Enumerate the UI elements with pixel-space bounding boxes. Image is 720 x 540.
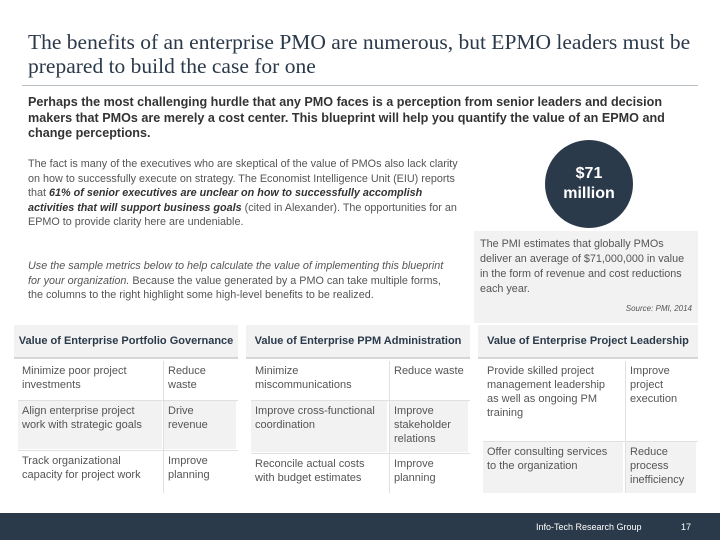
leadership-action-1: Provide skilled project management leade… — [487, 365, 606, 419]
executive-clarity-paragraph: The fact is many of the executives who a… — [28, 157, 458, 230]
administration-action-1: Minimize miscommunications — [255, 365, 352, 391]
governance-action-2: Align enterprise project work with strat… — [18, 401, 162, 449]
metrics-paragraph: Use the sample metrics below to help cal… — [28, 259, 458, 303]
footer-company: Info-Tech Research Group — [536, 522, 642, 532]
administration-action-2: Improve cross-functional coordination — [251, 401, 387, 452]
administration-action-3: Reconcile actual costs with budget estim… — [255, 458, 365, 484]
governance-benefit-2: Drive revenue — [164, 401, 236, 449]
administration-benefit-3: Improve planning — [394, 458, 436, 484]
row-divider — [18, 450, 238, 451]
governance-benefit-3: Improve planning — [168, 455, 210, 481]
row-divider — [18, 400, 238, 401]
leadership-benefit-2: Reduce process inefficiency — [626, 442, 696, 493]
administration-benefit-1: Reduce waste — [394, 365, 464, 377]
emphasized-statistic: 61% of senior executives are unclear on … — [28, 187, 423, 214]
row-divider — [251, 400, 470, 401]
pmi-stat-panel — [474, 231, 698, 323]
stat-unit: million — [563, 185, 615, 202]
column-divider — [389, 361, 390, 493]
column-header-portfolio-governance: Value of Enterprise Portfolio Governance — [14, 325, 238, 359]
paragraph-text-end: (cited in Alexander). The opportunities … — [28, 201, 457, 229]
column-divider — [163, 361, 164, 493]
governance-action-1: Minimize poor project investments — [22, 365, 127, 391]
administration-benefit-2: Improve stakeholder relations — [390, 401, 468, 452]
governance-benefit-1: Reduce waste — [168, 365, 206, 391]
page-number: 17 — [681, 522, 692, 532]
leadership-benefit-1: Improve project execution — [630, 365, 678, 405]
column-header-project-leadership: Value of Enterprise Project Leadership — [478, 325, 698, 359]
row-divider — [483, 441, 698, 442]
footer-bar — [0, 513, 720, 540]
value-stat-circle: $71 million — [545, 140, 633, 228]
paragraph-text-start: The fact is many of the executives who a… — [28, 158, 458, 199]
stat-amount: $71 — [575, 165, 603, 182]
lead-paragraph: Perhaps the most challenging hurdle that… — [28, 95, 665, 140]
slide-title: The benefits of an enterprise PMO are nu… — [28, 30, 691, 78]
title-divider — [22, 85, 698, 86]
metrics-instruction: Use the sample metrics below to help cal… — [28, 260, 444, 287]
source-citation: Source: PMI, 2014 — [625, 304, 692, 313]
row-divider — [251, 453, 470, 454]
column-divider — [625, 361, 626, 493]
pmi-estimate-text: The PMI estimates that globally PMOs del… — [480, 238, 685, 295]
metrics-explanation: Because the value generated by a PMO can… — [28, 274, 441, 302]
leadership-action-2: Offer consulting services to the organiz… — [483, 442, 623, 493]
column-header-ppm-administration: Value of Enterprise PPM Administration — [246, 325, 470, 359]
governance-action-3: Track organizational capacity for projec… — [22, 455, 141, 481]
